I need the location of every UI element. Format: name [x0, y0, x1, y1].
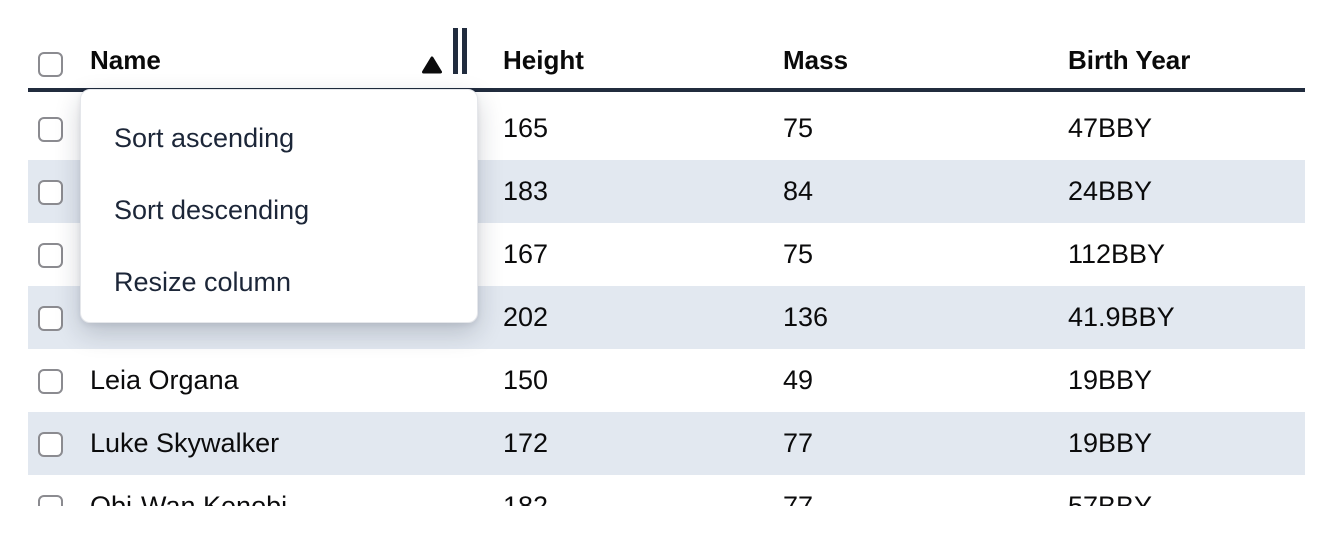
- cell-birth-year: 112BBY: [1068, 239, 1166, 269]
- row-checkbox-cell: [28, 349, 80, 412]
- row-checkbox[interactable]: [38, 306, 63, 332]
- column-header-name[interactable]: Name: [80, 0, 493, 92]
- cell-birth-year: 47BBY: [1068, 113, 1153, 143]
- row-checkbox[interactable]: [38, 369, 63, 395]
- select-all-header-cell: [28, 0, 80, 92]
- cell-height: 183: [503, 176, 549, 206]
- menu-item-resize-column[interactable]: Resize column: [114, 266, 292, 297]
- cell-height: 165: [503, 113, 549, 143]
- row-checkbox[interactable]: [38, 432, 63, 458]
- cell-mass: 75: [783, 113, 814, 143]
- column-resize-handle-icon[interactable]: [453, 28, 467, 74]
- table-row: 167 75 112BBY: [28, 223, 1305, 286]
- select-all-checkbox[interactable]: [38, 51, 63, 77]
- row-checkbox[interactable]: [38, 243, 63, 269]
- row-checkbox-cell: [28, 286, 80, 349]
- cell-height: 150: [503, 365, 549, 395]
- menu-item-sort-ascending[interactable]: Sort ascending: [114, 122, 295, 153]
- cell-mass: 77: [783, 491, 814, 506]
- column-header-name-label: Name: [90, 45, 161, 75]
- row-checkbox-cell: [28, 412, 80, 475]
- cell-name: Leia Organa: [90, 365, 239, 395]
- cell-height: 202: [503, 302, 549, 332]
- column-header-birth-year[interactable]: Birth Year: [1058, 0, 1305, 92]
- cell-birth-year: 24BBY: [1068, 176, 1153, 206]
- cell-name: Luke Skywalker: [90, 428, 280, 458]
- cell-height: 167: [503, 239, 549, 269]
- menu-item-sort-descending[interactable]: Sort descending: [114, 194, 310, 225]
- cell-mass: 136: [783, 302, 829, 332]
- column-header-mass[interactable]: Mass: [773, 0, 1058, 92]
- table-header: Name Height Mass Birth Year: [28, 0, 1305, 92]
- row-checkbox[interactable]: [38, 117, 63, 143]
- column-context-menu: Sort ascending Sort descending Resize colu…: [80, 89, 478, 323]
- table-row: 165 75 47BBY: [28, 97, 1305, 160]
- cell-birth-year: 57BBY: [1068, 491, 1153, 506]
- sort-ascending-icon: [422, 56, 442, 74]
- cell-mass: 77: [783, 428, 814, 458]
- row-checkbox-cell: [28, 475, 80, 506]
- cell-mass: 75: [783, 239, 814, 269]
- cell-height: 182: [503, 491, 549, 506]
- row-checkbox-cell: [28, 223, 80, 286]
- table-viewport: Name Height Mass Birth Year 165 75: [28, 0, 1305, 506]
- column-header-height[interactable]: Height: [493, 0, 773, 92]
- cell-mass: 49: [783, 365, 814, 395]
- cell-name: Obi-Wan Kenobi: [90, 491, 288, 506]
- cell-birth-year: 19BBY: [1068, 428, 1153, 458]
- table-row: Leia Organa 150 49 19BBY: [28, 349, 1305, 412]
- row-checkbox-cell: [28, 97, 80, 160]
- cell-mass: 84: [783, 176, 814, 206]
- row-checkbox[interactable]: [38, 495, 63, 506]
- row-checkbox[interactable]: [38, 180, 63, 206]
- data-table: Name Height Mass Birth Year 165 75: [28, 0, 1305, 506]
- cell-birth-year: 41.9BBY: [1068, 302, 1175, 332]
- table-row: Luke Skywalker 172 77 19BBY: [28, 412, 1305, 475]
- row-checkbox-cell: [28, 160, 80, 223]
- header-row: Name Height Mass Birth Year: [28, 0, 1305, 92]
- cell-birth-year: 19BBY: [1068, 365, 1153, 395]
- cell-height: 172: [503, 428, 549, 458]
- table-row: Obi-Wan Kenobi 182 77 57BBY: [28, 475, 1305, 506]
